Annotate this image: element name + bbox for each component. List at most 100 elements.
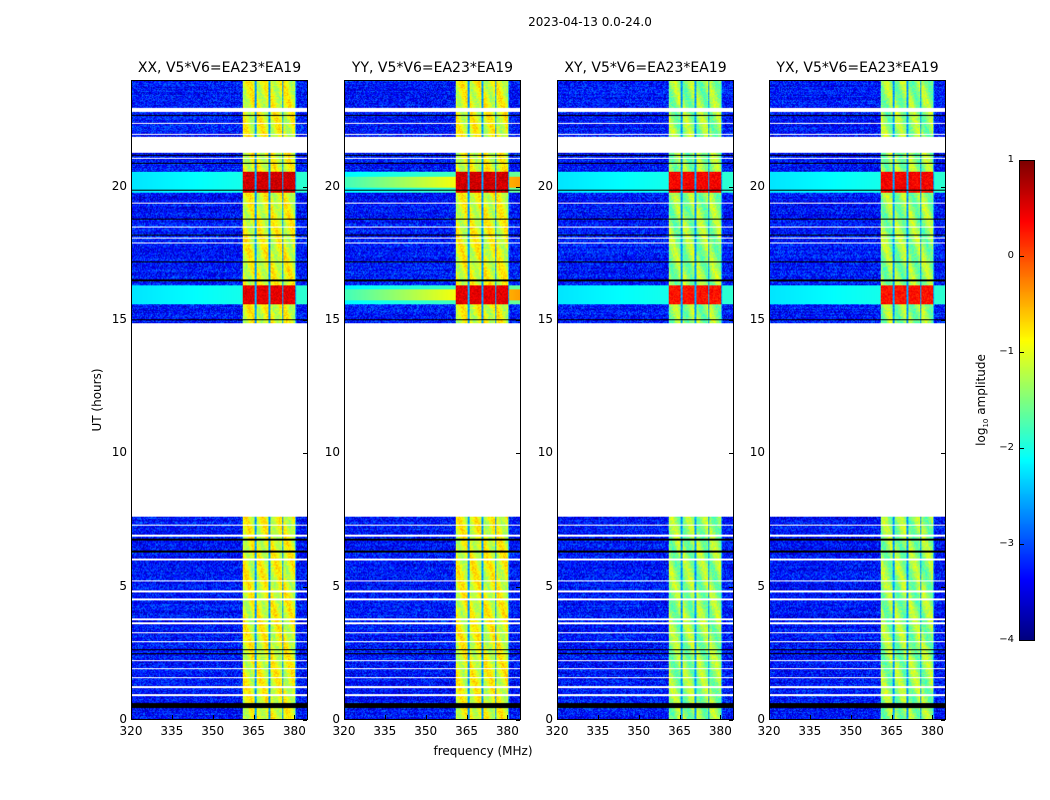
x-tick-label: 380 bbox=[708, 724, 732, 738]
x-tick-label: 335 bbox=[798, 724, 822, 738]
x-tick-label: 320 bbox=[545, 724, 569, 738]
x-tick-mark bbox=[809, 715, 811, 719]
x-tick-mark bbox=[344, 715, 345, 719]
y-tick-label: 15 bbox=[324, 312, 340, 326]
heatmap-panel-xy bbox=[557, 80, 734, 720]
y-tick-label: 0 bbox=[545, 712, 553, 726]
colorbar-tick-mark bbox=[1020, 352, 1024, 353]
x-axis-label: frequency (MHz) bbox=[433, 744, 533, 758]
x-tick-label: 335 bbox=[586, 724, 610, 738]
x-tick-label: 365 bbox=[242, 724, 265, 738]
x-tick-mark bbox=[212, 715, 214, 719]
x-tick-label: 350 bbox=[201, 724, 225, 738]
x-tick-mark bbox=[507, 715, 509, 719]
x-tick-label: 320 bbox=[332, 724, 356, 738]
x-tick-label: 335 bbox=[373, 724, 397, 738]
colorbar-tick-label: −1 bbox=[999, 346, 1014, 357]
x-tick-mark bbox=[720, 715, 722, 719]
colorbar bbox=[1019, 160, 1035, 641]
y-tick-label: 20 bbox=[749, 178, 765, 193]
y-tick-label: 10 bbox=[111, 445, 127, 460]
heatmap-panel-xx bbox=[131, 80, 308, 720]
y-tick-mark bbox=[303, 586, 307, 588]
y-tick-mark bbox=[729, 186, 733, 188]
figure-title: 2023-04-13 0.0-24.0 bbox=[528, 15, 652, 29]
x-tick-label: 350 bbox=[627, 724, 651, 738]
colorbar-tick-label: −3 bbox=[999, 538, 1014, 549]
y-tick-label: 10 bbox=[749, 445, 765, 460]
colorbar-tick-label: −2 bbox=[999, 442, 1014, 453]
y-tick-mark bbox=[516, 586, 520, 588]
heatmap-image bbox=[132, 81, 307, 719]
x-tick-label: 380 bbox=[282, 724, 306, 738]
y-tick-label: 15 bbox=[749, 312, 765, 326]
x-tick-mark bbox=[425, 715, 427, 719]
x-tick-mark bbox=[638, 715, 640, 719]
colorbar-tick-mark bbox=[1020, 640, 1024, 641]
y-tick-label: 15 bbox=[537, 312, 553, 326]
y-tick-mark bbox=[303, 186, 307, 188]
heatmap-panel-yy bbox=[344, 80, 521, 720]
x-tick-mark bbox=[384, 715, 386, 719]
colorbar-tick-label: 0 bbox=[1007, 250, 1014, 261]
colorbar-label: log10 amplitude bbox=[974, 354, 990, 446]
panel-title: XX, V5*V6=EA23*EA19 bbox=[137, 60, 302, 76]
y-tick-mark bbox=[729, 586, 733, 588]
y-tick-mark bbox=[941, 586, 945, 588]
x-tick-label: 365 bbox=[880, 724, 903, 738]
x-tick-label: 365 bbox=[455, 724, 478, 738]
x-tick-label: 320 bbox=[119, 724, 143, 738]
x-tick-label: 380 bbox=[920, 724, 944, 738]
y-tick-label: 0 bbox=[119, 712, 127, 726]
y-tick-mark bbox=[729, 453, 733, 455]
colorbar-tick-label: 1 bbox=[1007, 154, 1014, 165]
y-tick-mark bbox=[729, 720, 733, 721]
y-tick-mark bbox=[516, 453, 520, 455]
y-axis-label: UT (hours) bbox=[90, 368, 104, 432]
colorbar-tick-mark bbox=[1020, 544, 1024, 545]
y-tick-label: 10 bbox=[324, 445, 340, 460]
panel-title: YY, V5*V6=EA23*EA19 bbox=[351, 60, 514, 76]
panel-title: XY, V5*V6=EA23*EA19 bbox=[564, 60, 727, 76]
y-tick-mark bbox=[516, 320, 520, 321]
colorbar-label-main: log bbox=[973, 427, 988, 446]
colorbar-tick-label: −4 bbox=[999, 634, 1014, 645]
x-tick-mark bbox=[294, 715, 296, 719]
x-tick-mark bbox=[769, 715, 770, 719]
heatmap-image bbox=[558, 81, 733, 719]
y-tick-mark bbox=[303, 320, 307, 321]
y-tick-mark bbox=[941, 186, 945, 188]
y-tick-mark bbox=[941, 320, 945, 321]
x-tick-mark bbox=[597, 715, 599, 719]
y-tick-label: 5 bbox=[332, 578, 340, 593]
x-tick-label: 320 bbox=[757, 724, 781, 738]
colorbar-tick-mark bbox=[1020, 448, 1024, 449]
y-tick-mark bbox=[941, 453, 945, 455]
y-tick-mark bbox=[941, 720, 945, 721]
colorbar-tick-mark bbox=[1020, 256, 1024, 257]
y-tick-label: 0 bbox=[332, 712, 340, 726]
x-tick-mark bbox=[466, 715, 468, 719]
y-tick-mark bbox=[516, 720, 520, 721]
x-tick-label: 365 bbox=[668, 724, 691, 738]
y-tick-label: 20 bbox=[537, 178, 553, 193]
x-tick-mark bbox=[557, 715, 558, 719]
y-tick-label: 10 bbox=[537, 445, 553, 460]
x-tick-mark bbox=[891, 715, 893, 719]
y-tick-mark bbox=[729, 320, 733, 321]
x-tick-mark bbox=[932, 715, 934, 719]
y-tick-label: 5 bbox=[757, 578, 765, 593]
heatmap-image bbox=[345, 81, 520, 719]
y-tick-label: 5 bbox=[545, 578, 553, 593]
y-tick-label: 0 bbox=[757, 712, 765, 726]
x-tick-label: 350 bbox=[414, 724, 438, 738]
heatmap-image bbox=[770, 81, 945, 719]
y-tick-label: 20 bbox=[324, 178, 340, 193]
x-tick-label: 380 bbox=[495, 724, 519, 738]
x-tick-mark bbox=[850, 715, 852, 719]
x-tick-label: 335 bbox=[160, 724, 184, 738]
colorbar-label-rest: amplitude bbox=[973, 354, 988, 419]
y-tick-mark bbox=[516, 186, 520, 188]
x-tick-mark bbox=[171, 715, 173, 719]
